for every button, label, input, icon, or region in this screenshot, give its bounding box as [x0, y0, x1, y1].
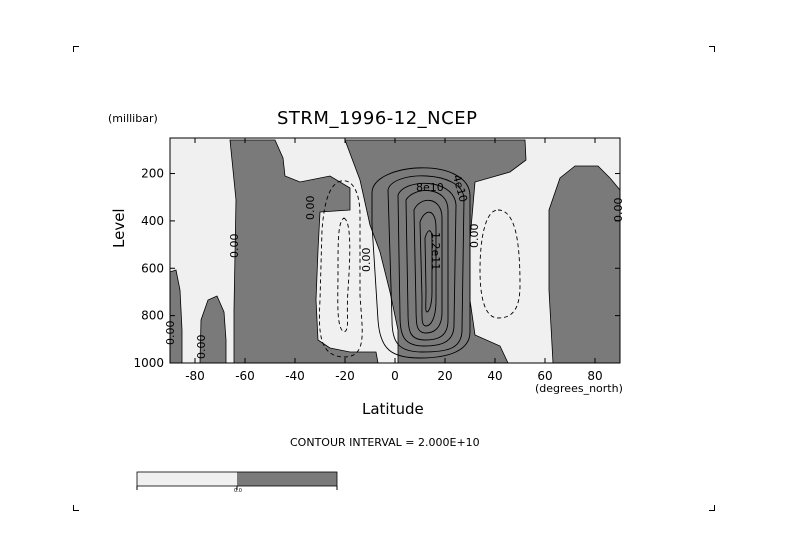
x-axis-units: (degrees_north): [535, 382, 623, 395]
y-tick-label: 800: [141, 309, 164, 323]
y-tick-label: 600: [141, 261, 164, 275]
colorbar-mid-label: 0.0: [234, 488, 242, 494]
y-tick-label: 200: [141, 167, 164, 181]
x-tick-label: 0: [391, 369, 399, 383]
contour-plot: 0.00 0.00 0.00 0.00 0.00 0.00 0.00 8e10 …: [133, 137, 625, 383]
contour-label-7: 8e10: [416, 181, 444, 194]
x-tick-label: -60: [235, 369, 255, 383]
contour-1.4e11: [424, 230, 433, 313]
y-axis-title: Level: [110, 208, 128, 248]
y-tick-label: 400: [141, 214, 164, 228]
x-tick-label: 80: [587, 369, 602, 383]
contour-label-6: 0.00: [195, 335, 208, 360]
x-tick-label: -40: [285, 369, 305, 383]
contour-6e10: [397, 182, 457, 347]
contour-label-1: 0.00: [228, 234, 241, 259]
contour-interval-note: CONTOUR INTERVAL = 2.000E+10: [290, 436, 480, 449]
contour-label-2: 0.00: [360, 248, 373, 273]
y-tick-label: 1000: [133, 356, 164, 370]
contour-label-0: 0.00: [304, 196, 317, 221]
crop-mark-top-right: [709, 46, 715, 52]
positive-region-southern-midlatitudes: [229, 139, 379, 364]
chart-title: STRM_1996-12_NCEP: [277, 108, 478, 129]
contour-2e10: [371, 167, 471, 359]
contour-neg-southern-subtropics-inner: [337, 217, 351, 333]
contour-neg-northern-subtropics: [479, 209, 521, 319]
colorbar-negative-swatch: [137, 472, 237, 486]
contour-1e11: [413, 200, 443, 334]
colorbar-positive-swatch: [237, 472, 337, 486]
colorbar: 0.0: [136, 471, 338, 494]
contour-1.2e11: [419, 211, 437, 327]
x-axis-title: Latitude: [362, 400, 424, 418]
crop-mark-bottom-right: [709, 505, 715, 511]
contour-label-3: 0.00: [468, 224, 481, 249]
y-axis-units: (millibar): [108, 112, 158, 125]
positive-region-northern-high-latitudes: [548, 165, 621, 364]
x-tick-label: 40: [487, 369, 502, 383]
x-tick-label: 60: [537, 369, 552, 383]
contour-label-9: 1.2e11: [429, 232, 442, 270]
x-tick-label: -80: [185, 369, 205, 383]
x-tick-label: -20: [335, 369, 355, 383]
positive-region-tropics: [344, 139, 527, 364]
contour-4e10: [387, 175, 465, 353]
crop-mark-top-left: [73, 46, 79, 52]
crop-mark-bottom-left: [73, 505, 79, 511]
positive-region-south-small: [199, 295, 227, 364]
x-tick-label: 20: [437, 369, 452, 383]
contour-8e10: [405, 190, 449, 341]
contour-label-5: 0.00: [612, 198, 625, 223]
contour-neg-southern-subtropics-outer: [318, 180, 363, 358]
